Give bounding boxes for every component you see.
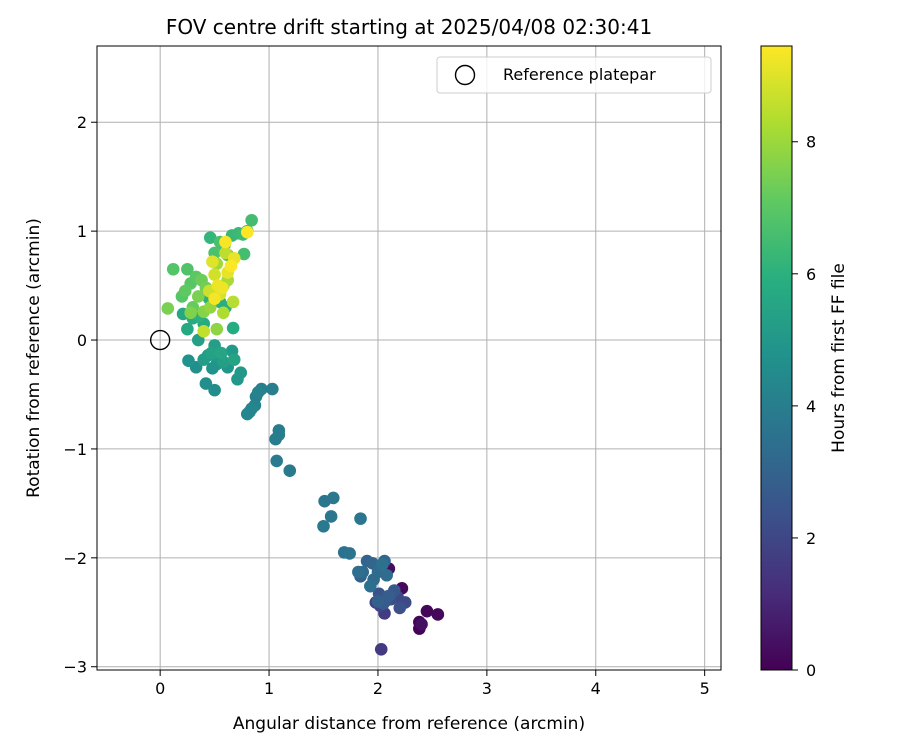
x-tick-label: 2 (373, 679, 383, 698)
reference-marker (149, 329, 171, 351)
y-tick-label: −2 (63, 549, 87, 568)
y-tick-label: −1 (63, 440, 87, 459)
data-point (240, 225, 254, 239)
data-point (226, 295, 240, 309)
data-point (415, 617, 428, 631)
data-point (182, 354, 195, 368)
data-point (245, 213, 258, 227)
colorbar-tick-label: 4 (806, 397, 816, 416)
data-point (217, 306, 230, 320)
x-tick-label: 5 (700, 679, 710, 698)
data-point (420, 604, 434, 618)
data-point (317, 519, 330, 533)
data-point (203, 231, 217, 244)
plot-frame (96, 45, 722, 671)
legend-label: Reference platepar (503, 65, 656, 84)
y-tick-label: 0 (77, 331, 87, 350)
y-axis-ticks: −3 −2 −1 0 1 2 (63, 113, 97, 677)
y-tick-label: −3 (63, 658, 87, 677)
colorbar-tick-label: 2 (806, 529, 816, 548)
data-point (240, 407, 254, 421)
data-point (380, 568, 393, 582)
data-point (371, 595, 385, 608)
colorbar-gradient (760, 45, 793, 671)
data-point (181, 262, 194, 276)
x-tick-label: 0 (155, 679, 165, 698)
x-tick-label: 4 (591, 679, 601, 698)
data-point (226, 321, 240, 335)
data-point (327, 491, 340, 505)
data-point (364, 579, 377, 593)
data-point (324, 510, 338, 523)
x-axis-label: Angular distance from reference (arcmin) (233, 714, 585, 734)
data-point (354, 512, 367, 525)
data-point (382, 589, 396, 603)
data-point (393, 601, 407, 615)
y-tick-label: 1 (77, 222, 87, 241)
data-point (215, 281, 229, 295)
colorbar-ticks: 0 2 4 6 8 (792, 133, 816, 680)
data-point (431, 608, 445, 621)
legend: Reference platepar (436, 56, 712, 94)
data-point (227, 353, 241, 366)
data-point (181, 322, 194, 336)
data-point (266, 382, 279, 396)
data-point (224, 259, 238, 273)
data-point (197, 325, 211, 338)
data-points (161, 213, 445, 656)
data-point (283, 464, 297, 478)
data-point (199, 377, 213, 390)
data-point (219, 235, 232, 249)
x-axis-ticks: 0 1 2 3 4 5 (155, 670, 710, 698)
data-point (184, 306, 197, 320)
x-tick-label: 3 (482, 679, 492, 698)
data-point (178, 284, 192, 298)
data-point (272, 428, 286, 442)
data-point (161, 302, 175, 315)
data-point (191, 290, 205, 303)
data-point (208, 383, 221, 397)
data-point (376, 558, 389, 571)
colorbar-tick-label: 0 (806, 661, 816, 680)
data-point (234, 366, 248, 380)
legend-box (436, 56, 712, 94)
y-tick-label: 2 (77, 113, 87, 132)
y-axis-label: Rotation from reference (arcmin) (24, 218, 44, 498)
data-point (374, 643, 388, 656)
x-tick-label: 1 (264, 679, 274, 698)
data-point (251, 386, 265, 399)
colorbar: 0 2 4 6 8 Hours from first FF file (760, 45, 849, 680)
data-point (352, 565, 365, 579)
data-point (343, 547, 356, 560)
colorbar-tick-label: 6 (806, 265, 816, 284)
data-point (214, 346, 228, 360)
data-point (208, 292, 221, 305)
data-point (237, 247, 251, 261)
legend-marker-icon (454, 64, 476, 86)
data-point (210, 322, 224, 336)
data-point (205, 346, 218, 360)
data-point (208, 268, 221, 281)
data-point (166, 262, 180, 276)
colorbar-label: Hours from first FF file (829, 263, 849, 453)
chart-title: FOV centre drift starting at 2025/04/08 … (166, 15, 652, 39)
colorbar-tick-label: 8 (806, 133, 816, 152)
grid-lines (97, 46, 721, 670)
data-point (270, 454, 283, 468)
data-point (206, 255, 219, 268)
